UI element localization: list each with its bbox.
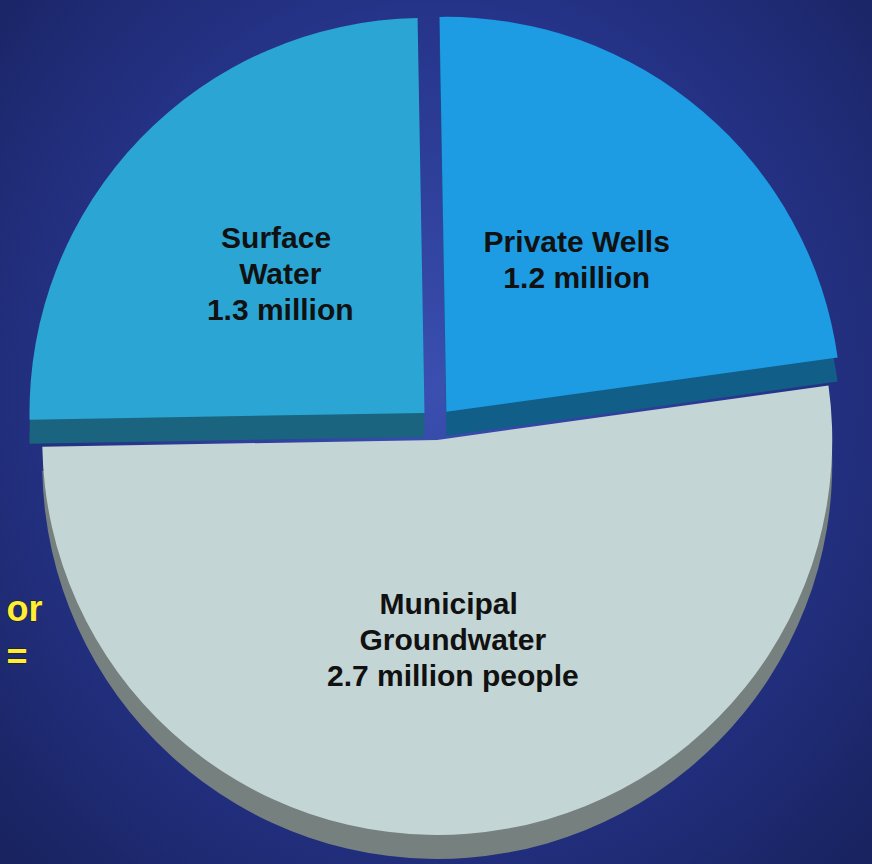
svg-text:1.3 million: 1.3 million [207, 293, 354, 326]
svg-text:Groundwater: Groundwater [359, 623, 546, 656]
svg-text:Surface: Surface [221, 221, 339, 254]
svg-text:2.7 million people: 2.7 million people [327, 659, 579, 692]
svg-text:or: or [7, 588, 43, 629]
svg-text:Private Wells: Private Wells [484, 225, 670, 258]
svg-text:Municipal: Municipal [379, 587, 526, 620]
svg-text:=: = [7, 636, 28, 677]
svg-text:1.2 million: 1.2 million [503, 261, 650, 294]
svg-text:Water: Water [239, 257, 322, 290]
